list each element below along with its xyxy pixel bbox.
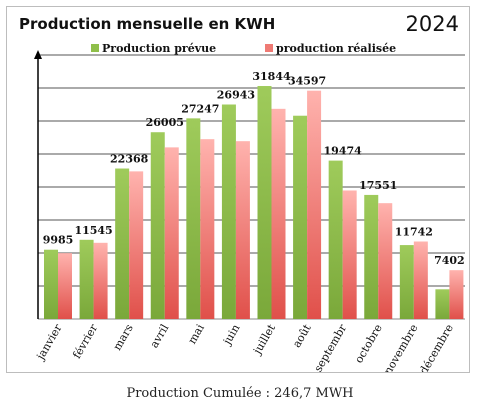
x-tick-label: novembre — [381, 322, 420, 372]
bars-layer — [44, 86, 464, 320]
x-tick-label: avril — [148, 322, 172, 351]
data-label: 9985 — [43, 234, 74, 247]
x-tick-label: janvier — [33, 321, 65, 363]
bar-realisee — [307, 90, 322, 320]
bar-prevue — [293, 115, 308, 319]
x-tick-label: mars — [111, 322, 136, 353]
bar-realisee — [164, 147, 179, 319]
x-tick-label: septembr — [312, 321, 350, 372]
data-label: 7402 — [434, 254, 465, 267]
data-label: 11545 — [74, 224, 112, 237]
data-label: 26943 — [217, 89, 255, 102]
data-label: 17551 — [359, 179, 397, 192]
bar-realisee — [449, 270, 464, 319]
x-tick-label: décembre — [417, 322, 456, 372]
x-tick-label: février — [70, 321, 100, 360]
bar-realisee — [58, 253, 72, 319]
bar-realisee — [235, 141, 250, 319]
data-label: 26005 — [146, 116, 184, 129]
data-label: 22368 — [110, 153, 149, 166]
y-axis-arrow-icon — [34, 50, 42, 59]
bar-prevue — [79, 239, 94, 319]
bar-realisee — [342, 190, 357, 319]
data-label: 27247 — [181, 102, 219, 115]
bar-prevue — [186, 118, 201, 319]
chart-year: 2024 — [406, 12, 459, 36]
bar-realisee — [413, 241, 428, 319]
legend-swatch-realisee — [265, 44, 273, 52]
chart-title: Production mensuelle en KWH — [19, 15, 275, 33]
legend-label-prevue: Production prévue — [102, 42, 216, 55]
bar-prevue — [150, 132, 165, 319]
bar-prevue — [115, 168, 130, 319]
x-tick-label: mai — [185, 322, 207, 347]
bar-prevue — [435, 289, 450, 319]
bar-prevue — [328, 160, 343, 319]
bar-realisee — [378, 203, 393, 319]
data-label: 31844 — [252, 70, 291, 83]
x-tick-labels: janvier février mars avril mai juin juillet aoû… — [33, 321, 456, 372]
bar-prevue — [399, 245, 414, 319]
bar-prevue — [221, 104, 236, 319]
x-tick-label: juillet — [250, 322, 279, 358]
x-tick-label: octobre — [352, 322, 385, 365]
x-tick-label: juin — [220, 322, 243, 349]
x-tick-label: août — [290, 321, 314, 349]
bar-realisee — [129, 171, 144, 319]
bar-realisee — [200, 139, 215, 319]
bar-realisee — [93, 242, 108, 319]
legend-swatch-prevue — [91, 44, 99, 52]
data-label: 19474 — [324, 145, 363, 158]
chart-frame: Production mensuelle en KWH 2024 Product… — [6, 6, 470, 373]
bar-realisee — [271, 108, 286, 320]
legend-label-realisee: production réalisée — [276, 42, 396, 55]
grid-layer — [38, 54, 465, 320]
bar-prevue — [257, 86, 272, 320]
footer-cumulative-production: Production Cumulée : 246,7 MWH — [126, 386, 354, 401]
bar-prevue — [44, 249, 58, 319]
bar-prevue — [364, 194, 379, 319]
data-label: 11742 — [395, 226, 433, 239]
data-label: 34597 — [288, 75, 326, 88]
chart-svg: Production mensuelle en KWH 2024 Product… — [19, 12, 465, 372]
